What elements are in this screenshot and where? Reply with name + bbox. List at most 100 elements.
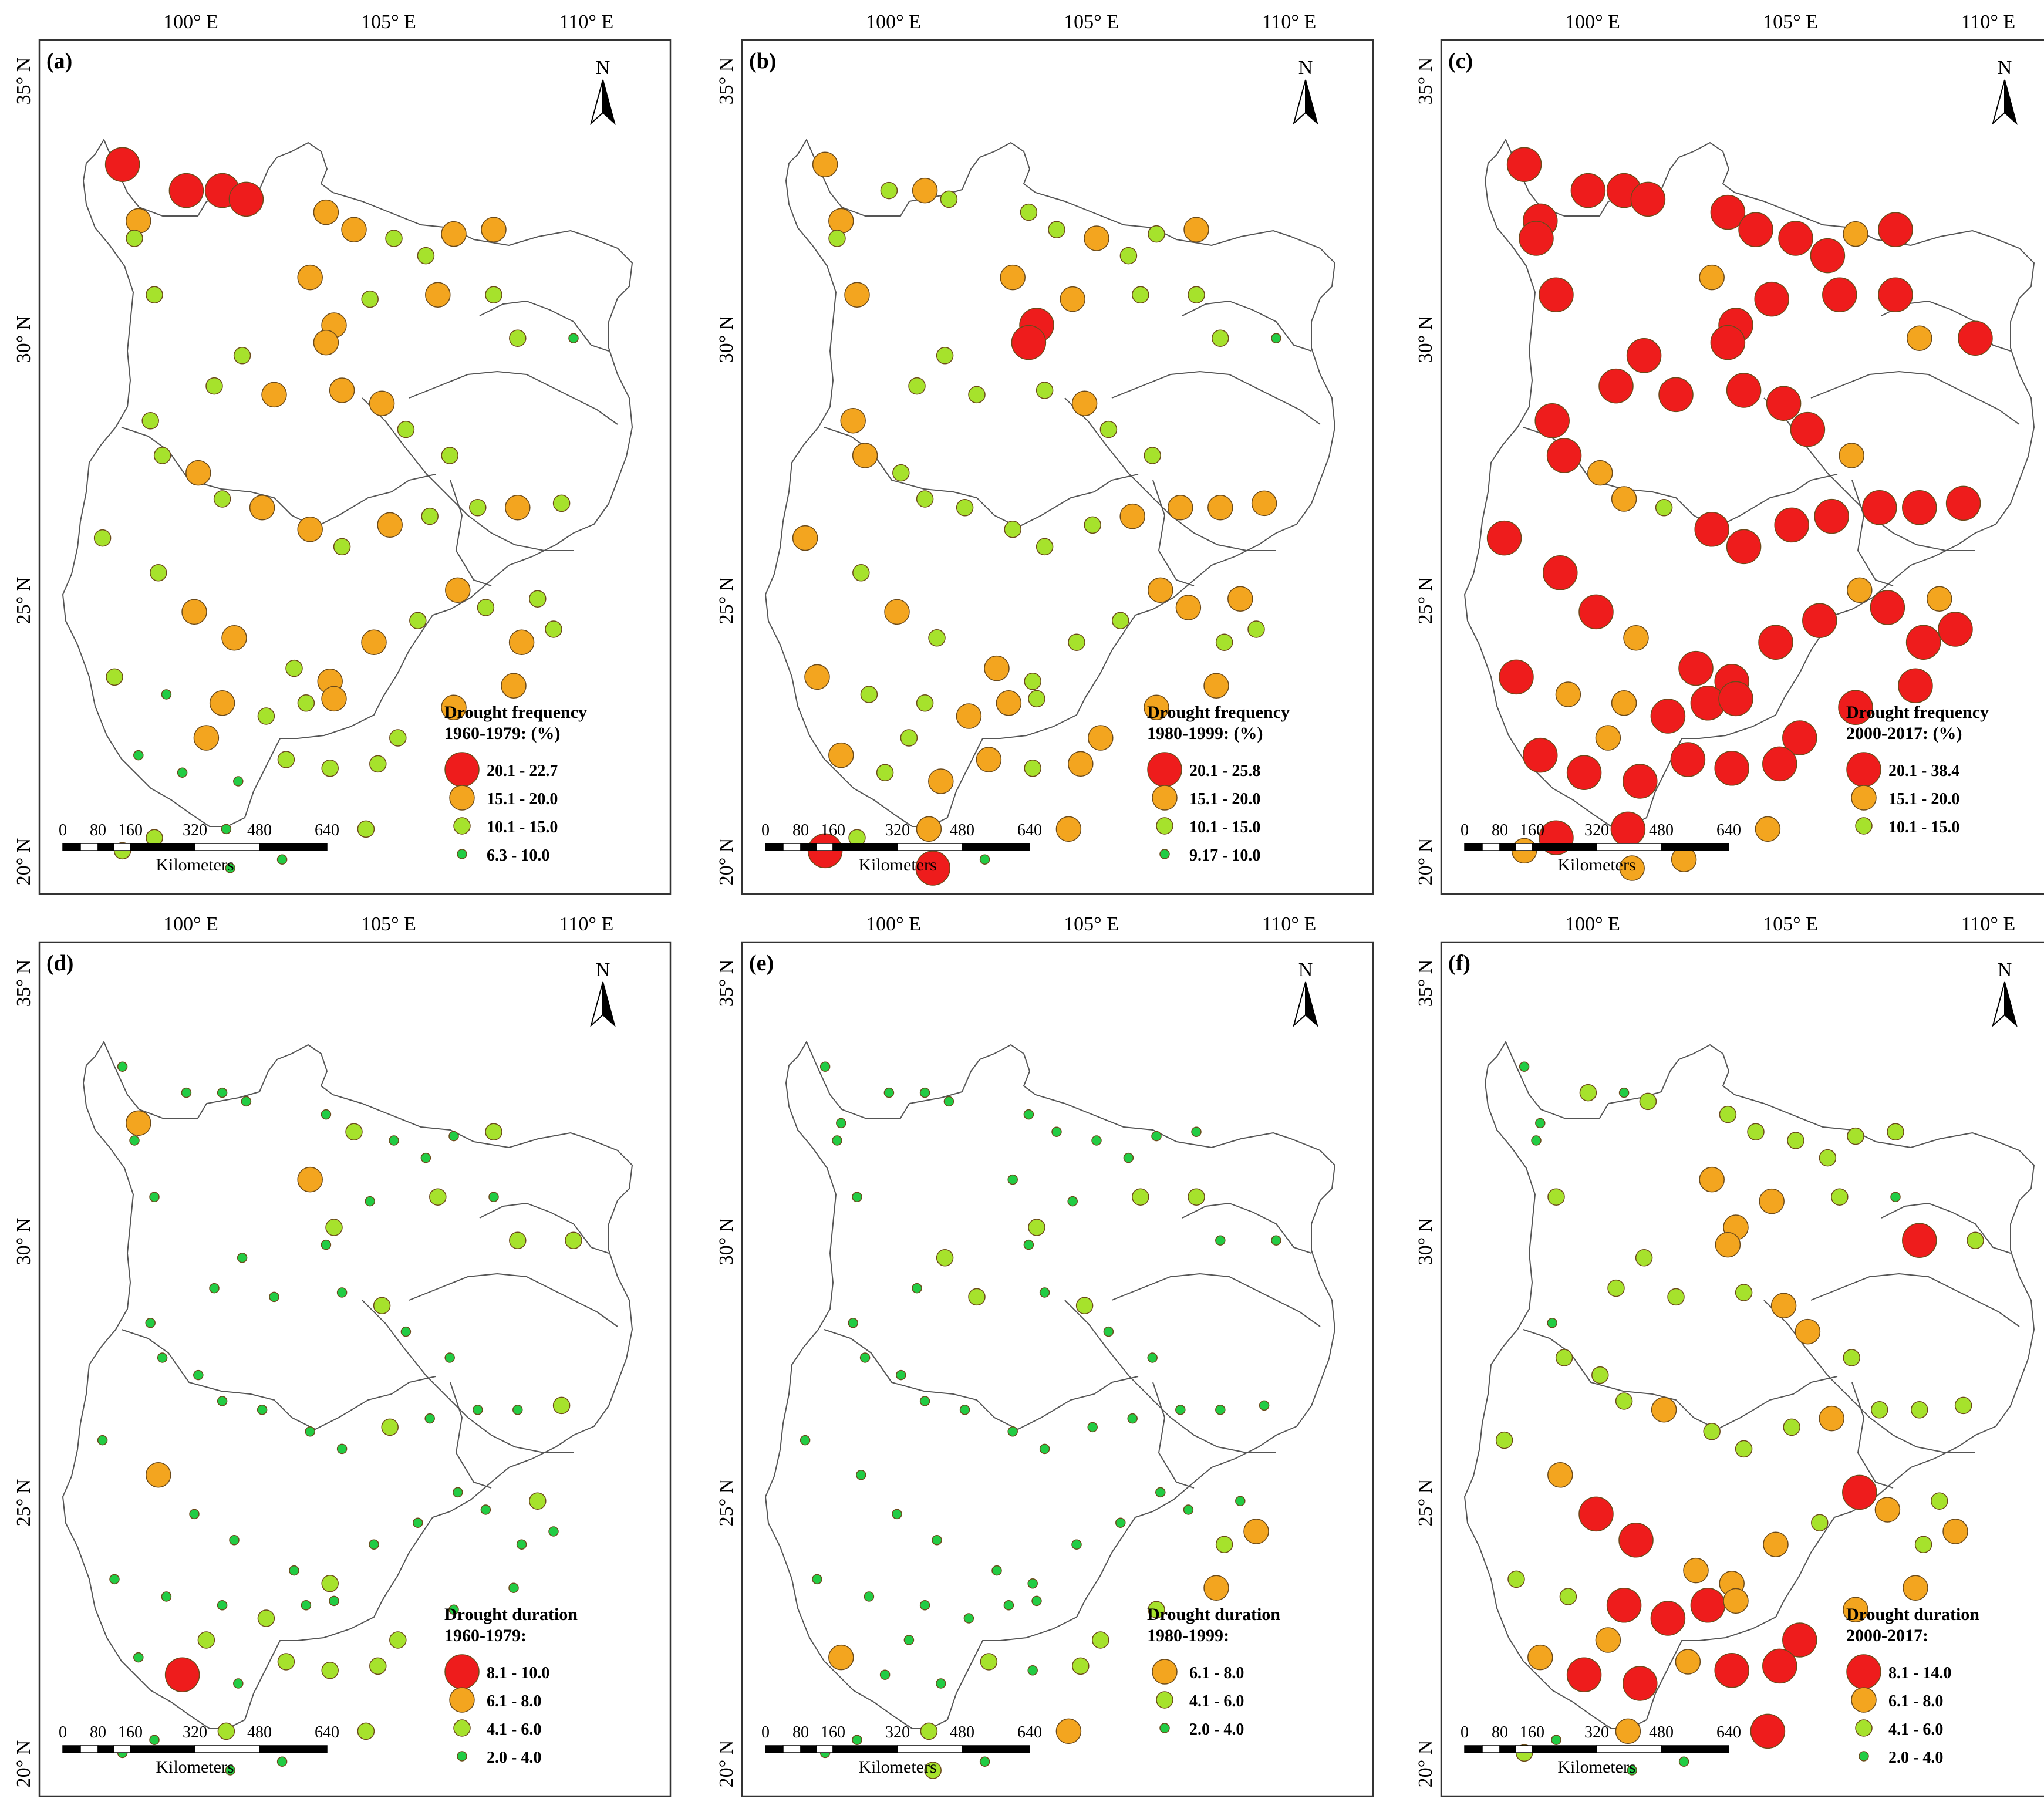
station-marker — [1762, 1648, 1797, 1684]
station-marker — [916, 490, 934, 508]
station-marker — [1618, 1523, 1654, 1558]
station-marker — [1215, 1405, 1226, 1415]
station-marker — [956, 499, 974, 517]
station-marker — [1618, 1087, 1630, 1098]
legend-symbol — [449, 785, 475, 811]
scale-label: 80 — [90, 1723, 106, 1742]
station-marker — [181, 599, 207, 625]
station-marker — [249, 495, 275, 521]
station-marker — [1763, 1531, 1789, 1557]
scale-segment — [897, 843, 963, 851]
station-marker — [1048, 221, 1065, 238]
panel-e: 100° E 105° E 110° E 35° N 30° N 25° N 20° N (e… — [716, 913, 1374, 1797]
legend-symbol — [453, 817, 471, 835]
station-marker — [924, 1762, 942, 1779]
station-marker — [333, 538, 351, 556]
station-marker — [919, 1600, 930, 1611]
station-marker — [117, 1061, 128, 1072]
scale-unit: Kilometers — [858, 855, 936, 875]
station-marker — [1534, 403, 1570, 438]
station-marker — [832, 1135, 842, 1146]
station-marker — [1060, 286, 1085, 312]
legend-label: 2.0 - 4.0 — [1189, 1720, 1244, 1739]
lat-tick-label: 30° N — [1415, 316, 1436, 363]
station-marker — [369, 1539, 379, 1550]
station-marker — [1639, 1092, 1657, 1111]
station-marker — [341, 217, 367, 242]
lat-tick-label: 20° N — [716, 838, 737, 886]
station-marker — [1822, 277, 1857, 312]
lon-tick-label: 105° E — [1763, 11, 1818, 33]
lat-tick-label: 30° N — [13, 1218, 35, 1266]
scale-label: 640 — [1716, 821, 1741, 839]
station-marker — [209, 1283, 220, 1294]
scale-unit: Kilometers — [1557, 855, 1635, 875]
station-marker — [441, 447, 458, 464]
station-marker — [217, 1087, 228, 1098]
station-marker — [1123, 1152, 1134, 1163]
station-marker — [400, 1326, 412, 1337]
station-marker — [879, 1669, 891, 1680]
station-marker — [1084, 225, 1109, 251]
legend-subtitle: 2000-2017: (%) — [1846, 724, 1962, 743]
station-marker — [445, 577, 471, 603]
scale-segment — [194, 843, 260, 851]
station-marker — [1690, 1588, 1726, 1623]
lon-tick-label: 110° E — [1961, 913, 2016, 935]
station-marker — [1023, 1109, 1034, 1120]
station-marker — [1814, 498, 1849, 534]
north-arrow-icon: N — [590, 57, 616, 126]
panel-label: (b) — [749, 49, 776, 73]
station-marker — [1650, 1601, 1686, 1636]
station-marker — [277, 1653, 295, 1671]
station-marker — [209, 690, 235, 716]
lat-tick-label: 25° N — [1415, 577, 1436, 625]
station-marker — [321, 1109, 332, 1120]
scale-label: 480 — [1649, 1723, 1674, 1742]
province-border — [121, 427, 436, 528]
station-marker — [1862, 490, 1897, 525]
legend-symbol — [1851, 785, 1877, 811]
station-marker — [1036, 382, 1054, 399]
station-marker — [1119, 247, 1138, 265]
station-marker — [233, 347, 251, 365]
station-marker — [1039, 1443, 1050, 1455]
legend-symbol — [444, 752, 480, 787]
lon-tick-label: 100° E — [163, 913, 218, 935]
station-marker — [1523, 737, 1558, 773]
station-marker — [1235, 1496, 1246, 1506]
legend-title: Drought duration — [444, 1605, 578, 1624]
station-marker — [1623, 625, 1649, 651]
province-map — [62, 1040, 633, 1729]
legend-label: 6.1 - 8.0 — [487, 1692, 541, 1710]
station-marker — [840, 408, 866, 434]
scale-label: 0 — [59, 821, 67, 839]
station-marker — [297, 694, 315, 712]
station-marker — [453, 1487, 463, 1498]
legend-symbol — [457, 849, 467, 859]
legend-symbol — [1855, 1719, 1873, 1737]
station-marker — [321, 760, 339, 777]
scale-unit: Kilometers — [156, 855, 234, 875]
station-marker — [1251, 490, 1277, 517]
station-marker — [1151, 1131, 1162, 1142]
station-marker — [1103, 1326, 1114, 1337]
legend-subtitle: 1980-1999: (%) — [1147, 724, 1263, 743]
station-marker — [150, 564, 167, 582]
station-marker — [289, 1565, 299, 1576]
scale-label: 480 — [950, 821, 974, 839]
lon-tick-label: 105° E — [361, 913, 416, 935]
station-marker — [297, 1166, 323, 1193]
station-marker — [1551, 1735, 1561, 1745]
station-marker — [1028, 690, 1045, 708]
north-arrow-icon: N — [1293, 959, 1318, 1028]
station-marker — [1954, 1396, 1972, 1415]
station-marker — [177, 767, 188, 778]
province-outline — [764, 138, 1336, 827]
station-marker — [217, 1600, 228, 1611]
station-marker — [424, 1413, 435, 1424]
station-marker — [365, 1196, 375, 1207]
legend-symbol — [453, 1719, 471, 1737]
station-marker — [1039, 1287, 1050, 1298]
station-marker — [441, 694, 467, 720]
